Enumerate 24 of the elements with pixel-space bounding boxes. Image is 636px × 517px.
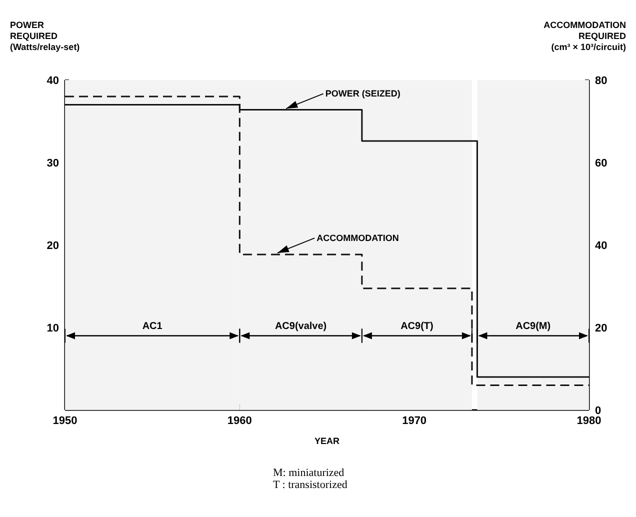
y2-tick-label: 20 xyxy=(595,322,608,334)
y-tick-label: 30 xyxy=(46,158,59,170)
text: T : transistorized xyxy=(273,479,348,491)
y2-tick-label: 60 xyxy=(595,158,608,170)
y-tick-label: 10 xyxy=(46,322,59,334)
band-label: AC9(valve) xyxy=(274,320,327,332)
x-axis-title: YEAR xyxy=(314,436,340,446)
annotation: POWER (SEIZED) xyxy=(325,88,400,99)
y2-tick-label: 0 xyxy=(595,405,602,417)
y2-axis-title: ACCOMMODATION REQUIRED (cm³ × 10³/circuit) xyxy=(544,20,626,52)
y-axis-title: POWER REQUIRED (Watts/relay-set) xyxy=(10,20,80,52)
band-label: AC1 xyxy=(142,320,163,332)
y-tick-label: 20 xyxy=(46,240,59,252)
band-label: AC9(M) xyxy=(516,320,551,332)
annotation: ACCOMMODATION xyxy=(316,233,399,244)
x-tick-label: 1980 xyxy=(576,415,602,427)
x-tick-label: 1970 xyxy=(402,415,427,427)
y2-tick-label: 80 xyxy=(595,75,608,87)
x-tick-label: 1950 xyxy=(52,415,78,427)
x-tick-label: 1960 xyxy=(227,415,252,427)
y2-tick-label: 40 xyxy=(595,240,608,252)
text: M: miniaturized xyxy=(273,467,345,479)
y-tick-label: 40 xyxy=(46,75,59,87)
band-label: AC9(T) xyxy=(400,320,434,332)
